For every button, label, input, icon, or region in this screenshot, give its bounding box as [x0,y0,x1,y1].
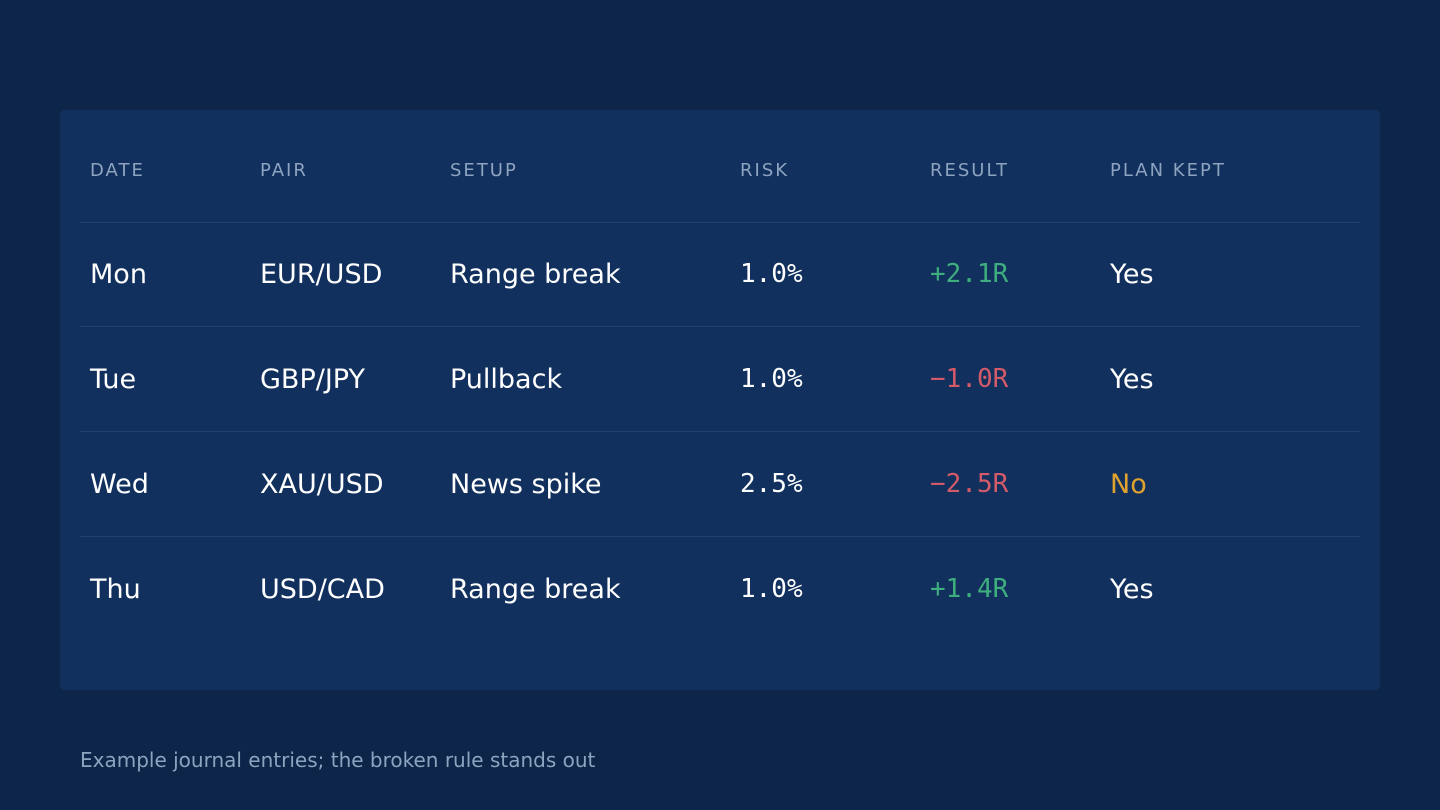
cell-plan-kept: Yes [1110,363,1154,395]
column-header-date: DATE [90,159,145,181]
cell-pair: EUR/USD [260,258,383,290]
cell-date: Wed [90,468,149,500]
cell-date: Tue [90,363,137,395]
cell-plan-kept: No [1110,468,1147,500]
cell-result: +1.4R [930,574,1009,604]
cell-date: Mon [90,258,147,290]
cell-date: Thu [90,573,141,605]
cell-setup: Pullback [450,363,563,395]
table-row: Tue GBP/JPY Pullback 1.0% −1.0R Yes [80,327,1360,432]
cell-plan-kept: Yes [1110,258,1154,290]
cell-setup: Range break [450,573,621,605]
cell-pair: XAU/USD [260,468,384,500]
cell-pair: USD/CAD [260,573,385,605]
column-header-plan-kept: PLAN KEPT [1110,159,1226,181]
column-header-pair: PAIR [260,159,308,181]
table-row: Mon EUR/USD Range break 1.0% +2.1R Yes [80,222,1360,327]
table-row: Thu USD/CAD Range break 1.0% +1.4R Yes [80,537,1360,641]
cell-setup: Range break [450,258,621,290]
cell-result: +2.1R [930,259,1009,289]
table-caption: Example journal entries; the broken rule… [80,748,596,772]
cell-risk: 1.0% [740,364,803,394]
table-header-row: DATE PAIR SETUP RISK RESULT PLAN KEPT [80,110,1360,223]
cell-risk: 2.5% [740,469,803,499]
cell-pair: GBP/JPY [260,363,365,395]
column-header-risk: RISK [740,159,790,181]
column-header-result: RESULT [930,159,1010,181]
cell-risk: 1.0% [740,574,803,604]
cell-result: −1.0R [930,364,1009,394]
journal-table: DATE PAIR SETUP RISK RESULT PLAN KEPT Mo… [60,110,1380,690]
cell-result: −2.5R [930,469,1009,499]
table-row: Wed XAU/USD News spike 2.5% −2.5R No [80,432,1360,537]
cell-plan-kept: Yes [1110,573,1154,605]
cell-setup: News spike [450,468,602,500]
cell-risk: 1.0% [740,259,803,289]
column-header-setup: SETUP [450,159,518,181]
